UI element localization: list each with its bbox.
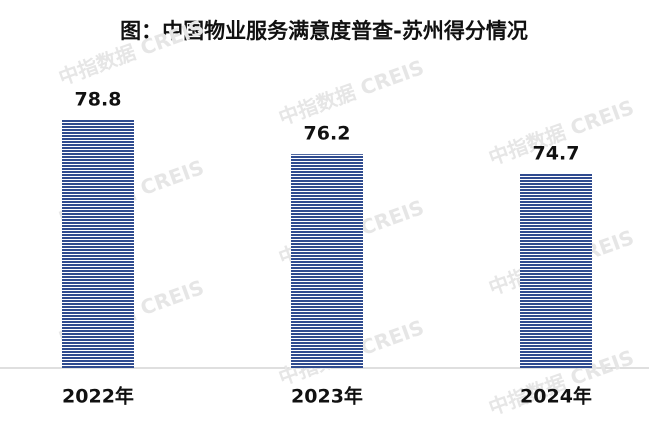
bar: [62, 119, 134, 368]
bar: [291, 154, 363, 368]
value-label: 76.2: [304, 123, 351, 145]
x-tick-label: 2022年: [62, 385, 134, 408]
watermark: 中指数据 CREIS: [275, 55, 427, 130]
bar: [520, 173, 592, 368]
chart-title: 图：中国物业服务满意度普查-苏州得分情况: [120, 19, 528, 43]
x-tick-label: 2023年: [291, 385, 363, 408]
value-label: 74.7: [533, 142, 580, 164]
x-tick-label: 2024年: [520, 385, 592, 408]
value-label: 78.8: [75, 88, 122, 110]
